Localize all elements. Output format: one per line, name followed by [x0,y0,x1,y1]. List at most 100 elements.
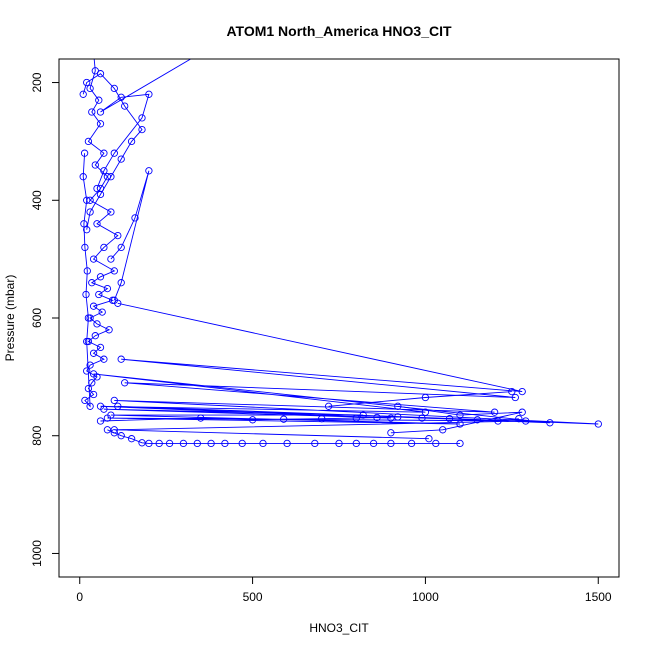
data-point [96,417,105,425]
data-point [515,415,523,423]
data-point [110,267,118,275]
data-point [432,439,440,448]
series-line [100,416,519,422]
data-point [95,96,103,104]
data-point [83,367,91,375]
data-point [145,439,153,448]
data-point [86,84,94,93]
data-point [107,255,115,263]
data-point [407,439,416,448]
series-2 [93,59,192,193]
x-tick-label: 1000 [412,590,439,604]
x-tick-label: 1500 [585,590,612,604]
data-point [221,439,229,448]
data-point [117,155,125,163]
data-point [421,408,430,416]
data-point [86,402,94,410]
data-point [96,70,105,78]
data-point [103,414,112,422]
data-point [81,396,89,405]
data-point [179,439,188,448]
data-point [127,435,136,443]
data-point [79,90,87,98]
data-point [421,393,430,402]
data-point [335,439,343,448]
data-point [394,402,402,410]
data-point [518,387,526,396]
data-point [369,439,378,448]
data-point [96,108,105,116]
data-point [193,439,201,448]
data-point [96,343,105,352]
data-point [110,429,118,437]
data-point [117,279,125,287]
data-point [83,196,91,204]
data-point [93,220,101,228]
series-7 [324,387,516,410]
series-line [93,302,599,440]
data-point [324,402,333,410]
data-point [84,137,93,146]
data-point [86,208,94,216]
y-tick-label: 200 [30,72,44,92]
data-point [107,208,115,216]
data-point [96,273,105,281]
data-point [80,149,89,157]
data-point [145,167,153,175]
y-tick-label: 800 [30,425,44,445]
data-point [131,214,139,222]
x-tick-label: 500 [243,590,263,604]
data-point [117,243,125,252]
data-point [100,355,108,363]
data-point [127,137,136,146]
data-point [511,393,519,402]
data-point [155,439,163,448]
data-point [83,226,91,234]
data-point [418,414,426,422]
data-point [107,173,115,181]
data-point [283,439,291,448]
data-point [373,413,381,422]
data-point [117,432,125,440]
data-point [117,355,125,363]
data-point [508,387,516,396]
data-point [83,267,91,275]
series-6 [103,426,464,448]
data-point [100,167,108,175]
data-point [197,414,205,422]
data-point [352,439,360,448]
data-point [456,411,464,419]
series-5 [96,413,523,425]
data-point [387,429,395,437]
data-point [84,384,93,393]
y-tick-label: 1000 [30,540,44,567]
data-point [456,420,464,428]
data-point [103,284,112,293]
series-1 [79,70,146,234]
data-point [280,415,288,423]
data-point [165,439,174,448]
data-point [114,402,122,410]
data-point [138,439,146,447]
data-point [86,196,94,204]
data-point [114,231,122,240]
data-point [138,125,146,134]
data-point [88,379,96,387]
data-point [98,308,106,316]
data-point [248,416,257,424]
data-point [473,416,481,424]
data-point [110,149,118,157]
data-point [387,414,395,422]
x-axis: 0 500 1000 1500 [76,576,612,604]
data-point [89,390,98,399]
series-layer [79,59,602,448]
data-point [88,279,96,287]
series-4 [89,299,602,443]
data-point [318,415,326,423]
data-point [138,114,146,122]
data-point [311,439,319,448]
data-point [93,184,101,193]
data-point [594,420,602,428]
